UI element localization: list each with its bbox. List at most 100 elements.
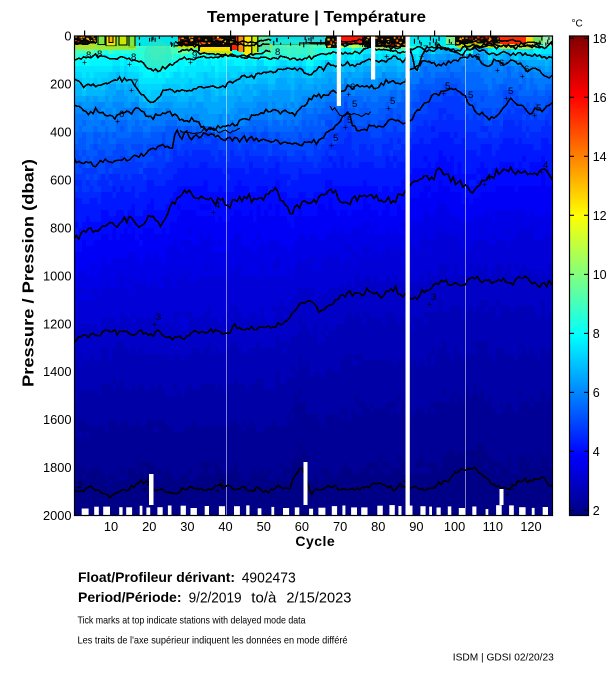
svg-text:+: + [329, 140, 334, 150]
svg-text:6: 6 [475, 52, 480, 63]
svg-text:6: 6 [524, 64, 529, 75]
svg-text:2000: 2000 [43, 508, 71, 523]
svg-text:+: + [427, 299, 432, 309]
svg-text:2: 2 [509, 482, 514, 493]
svg-text:7: 7 [388, 44, 393, 55]
svg-text:1800: 1800 [43, 460, 71, 475]
svg-text:6: 6 [593, 386, 600, 400]
svg-text:20: 20 [142, 519, 156, 534]
svg-text:+: + [188, 57, 193, 67]
svg-text:5: 5 [333, 133, 338, 144]
svg-text:+: + [520, 71, 525, 81]
svg-text:to/à: to/à [251, 591, 277, 607]
svg-text:10: 10 [593, 268, 607, 282]
svg-text:6: 6 [119, 109, 124, 120]
svg-text:+: + [127, 59, 132, 69]
svg-text:Float/Profileur dérivant:: Float/Profileur dérivant: [78, 569, 235, 585]
svg-text:4: 4 [215, 200, 220, 211]
svg-text:+: + [539, 167, 544, 177]
svg-text:Period/Période:: Period/Période: [78, 589, 182, 605]
svg-text:5: 5 [347, 115, 352, 126]
svg-text:+: + [504, 93, 509, 103]
svg-text:+: + [115, 116, 120, 126]
svg-text:6: 6 [499, 58, 504, 69]
svg-text:70: 70 [333, 519, 347, 534]
svg-text:12: 12 [593, 209, 607, 223]
svg-text:+: + [384, 51, 389, 61]
svg-text:6: 6 [350, 82, 355, 93]
svg-text:1600: 1600 [43, 412, 71, 427]
svg-text:+: + [129, 85, 134, 95]
svg-text:5: 5 [352, 99, 357, 110]
svg-text:Les traits de l'axe supérieur: Les traits de l'axe supérieur indiquent … [78, 636, 348, 647]
svg-text:14: 14 [593, 150, 607, 164]
svg-text:8: 8 [97, 49, 102, 60]
svg-text:7: 7 [133, 78, 138, 89]
svg-text:+: + [346, 89, 351, 99]
svg-text:+: + [82, 57, 87, 67]
svg-text:2/15/2023: 2/15/2023 [286, 591, 351, 607]
svg-text:110: 110 [483, 519, 503, 534]
svg-text:+: + [343, 122, 348, 132]
svg-text:+: + [505, 489, 510, 499]
svg-text:+: + [419, 51, 424, 61]
svg-text:9/2/2019: 9/2/2019 [189, 591, 242, 607]
svg-text:3: 3 [156, 312, 161, 323]
svg-text:50: 50 [257, 519, 271, 534]
svg-text:2: 2 [77, 480, 82, 491]
svg-text:4: 4 [486, 172, 491, 183]
svg-text:80: 80 [371, 519, 385, 534]
svg-text:5: 5 [390, 96, 395, 107]
svg-text:0: 0 [64, 29, 71, 44]
svg-text:800: 800 [50, 220, 71, 235]
svg-text:ISDM | GDSI 02/20/23: ISDM | GDSI 02/20/23 [453, 653, 554, 664]
svg-text:+: + [532, 110, 537, 120]
svg-text:600: 600 [50, 172, 71, 187]
svg-text:5: 5 [445, 81, 450, 92]
svg-text:5: 5 [536, 103, 541, 114]
svg-text:40: 40 [218, 519, 232, 534]
svg-text:60: 60 [295, 519, 309, 534]
svg-text:5: 5 [468, 90, 473, 101]
svg-text:2: 2 [146, 477, 151, 488]
svg-text:100: 100 [444, 519, 465, 534]
svg-text:8: 8 [593, 327, 600, 341]
svg-text:8: 8 [131, 52, 136, 63]
svg-text:Tick marks at top indicate sta: Tick marks at top indicate stations with… [78, 616, 306, 627]
svg-text:4902473: 4902473 [242, 571, 296, 587]
svg-text:Pressure / Pression (dbar): Pressure / Pression (dbar) [21, 159, 38, 387]
svg-text:3: 3 [431, 292, 436, 303]
svg-text:1400: 1400 [43, 364, 71, 379]
svg-text:7: 7 [423, 44, 428, 55]
svg-text:9: 9 [192, 50, 197, 61]
svg-text:Cycle: Cycle [295, 533, 335, 549]
svg-text:+: + [152, 319, 157, 329]
svg-text:5: 5 [508, 86, 513, 97]
svg-text:4: 4 [593, 445, 600, 459]
svg-text:2: 2 [593, 504, 600, 518]
svg-text:8: 8 [86, 50, 91, 61]
svg-text:8: 8 [275, 47, 280, 58]
svg-text:1200: 1200 [43, 316, 71, 331]
svg-text:4: 4 [543, 160, 548, 171]
svg-text:Temperature | Température: Temperature | Température [207, 9, 426, 26]
svg-text:+: + [211, 207, 216, 217]
svg-text:90: 90 [409, 519, 423, 534]
svg-text:+: + [441, 88, 446, 98]
svg-text:10: 10 [104, 519, 118, 534]
svg-text:18: 18 [593, 32, 607, 46]
svg-text:+: + [482, 179, 487, 189]
svg-text:+: + [386, 103, 391, 113]
svg-text:1000: 1000 [43, 268, 71, 283]
svg-text:°C: °C [572, 19, 583, 30]
svg-text:16: 16 [593, 91, 607, 105]
svg-text:+: + [495, 65, 500, 75]
svg-text:2: 2 [219, 478, 224, 489]
svg-text:120: 120 [520, 519, 541, 534]
svg-text:30: 30 [180, 519, 194, 534]
svg-text:+: + [399, 481, 404, 491]
svg-text:200: 200 [50, 77, 71, 92]
svg-text:400: 400 [50, 125, 71, 140]
svg-text:+: + [215, 485, 220, 495]
svg-text:+: + [142, 484, 147, 494]
